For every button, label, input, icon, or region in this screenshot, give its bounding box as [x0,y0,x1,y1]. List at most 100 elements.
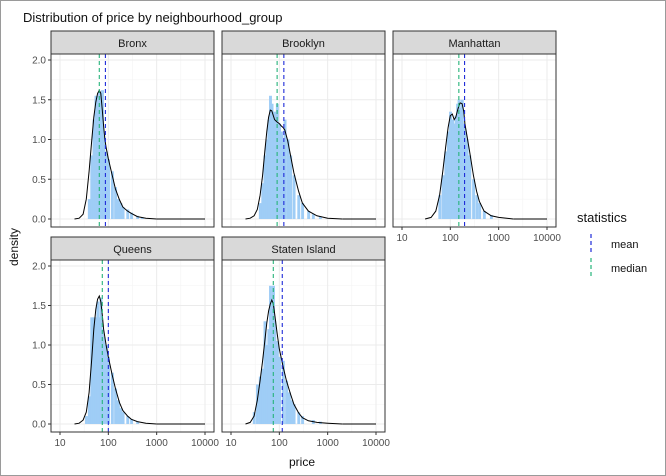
histogram-bar [280,131,283,219]
histogram-bar [265,139,269,219]
histogram-bar [92,119,96,219]
y-tick-label: 2.0 [32,262,46,273]
histogram-bar [119,408,123,424]
histogram-bar [94,95,98,219]
histogram-bar [273,111,277,219]
legend-label-median: median [611,263,647,275]
strip-label-manhattan: Manhattan [449,38,501,50]
histogram-bar [98,317,101,424]
histogram-bar [472,179,476,219]
histogram-bar [119,203,123,219]
histogram-bar [121,207,125,219]
histogram-bar [297,195,301,219]
histogram-bar [126,416,130,424]
histogram-bar [258,376,262,424]
histogram-bar [275,341,279,424]
strip-label-queens: Queens [113,244,152,256]
histogram-bar [289,155,293,219]
histogram-bar [292,404,296,424]
x-tick-label: 10000 [362,438,390,449]
histogram-bar [278,123,281,219]
histogram-bar [126,209,130,219]
histogram-bar [130,419,134,424]
histogram-bar [297,412,301,424]
histogram-bar [475,195,479,219]
histogram-bar [94,317,98,424]
histogram-bar [87,199,91,219]
panel-border-staten-island [221,259,386,433]
histogram-bar [452,123,456,219]
chart-title: Distribution of price by neighbourhood_g… [23,10,282,25]
facet-brooklyn: Brooklyn [221,30,386,228]
density-curve [245,298,343,425]
panel-border-brooklyn [221,53,386,228]
histogram-bar [261,183,265,219]
y-tick-label: 0.0 [32,215,46,226]
strip-label-brooklyn: Brooklyn [282,38,325,50]
y-tick-label: 0.5 [32,175,46,186]
x-tick-label: 1000 [488,233,511,244]
histogram-bar [465,139,469,219]
facet-staten-island: Staten Island 10 100 1000 10000 [221,236,390,449]
strip-label-bronx: Bronx [118,38,147,50]
histogram-bar [107,159,110,219]
histogram-bar [116,199,120,219]
histogram-bar [121,412,125,424]
histogram-bar [256,384,259,424]
histogram-bar [116,400,120,424]
histogram-bar [468,155,472,219]
histogram-bar [114,187,118,219]
histogram-bar [90,317,94,424]
histogram-bar [267,119,271,219]
histogram-bar [287,392,291,424]
y-tick-label: 1.0 [32,341,46,352]
histogram-bar [454,115,458,219]
legend: statistics mean median [577,210,647,278]
histogram-bar [102,135,106,219]
histogram-bar [311,214,315,219]
histogram-bar [489,215,493,219]
histogram-bar [130,212,134,219]
y-tick-label: 2.0 [32,56,46,67]
histogram-bar [269,285,272,424]
x-tick-label: 10 [225,438,237,449]
y-tick-label: 1.5 [32,95,46,106]
histogram-bar [90,155,94,219]
histogram-bar [478,203,482,219]
histogram-bar [263,155,267,219]
histogram-bar [283,119,287,219]
panel-border-bronx [50,53,215,228]
histogram-bar [85,416,88,424]
strip-label-staten-island: Staten Island [271,244,335,256]
histogram-bar [278,356,281,424]
x-tick-label: 100 [100,438,117,449]
histogram-bar [441,175,445,219]
x-tick-label: 100 [442,233,459,244]
histogram-bar [110,372,114,424]
x-tick-label: 10 [54,438,66,449]
facet-manhattan: Manhattan 10 100 1000 10000 [392,30,561,244]
histogram-bar [307,211,311,219]
histogram-bar [87,396,91,424]
x-tick-label: 10000 [533,233,561,244]
histogram-bar [482,211,486,219]
histogram-bar [290,400,294,424]
histogram-bar [286,139,290,219]
histogram-bar [301,203,305,219]
x-tick-label: 10 [396,233,408,244]
histogram-bar [261,368,265,424]
histogram-bar [273,321,277,424]
panel-border-manhattan [392,53,557,228]
histogram-bar [460,99,464,219]
histogram-bar [449,111,452,219]
y-tick-label: 0.5 [32,380,46,391]
histogram-bar [269,95,272,219]
y-tick-label: 0.0 [32,420,46,431]
histogram-bar [140,217,144,219]
histogram-bar [451,119,454,219]
histogram-bar [258,203,262,219]
histogram-bar [102,337,106,424]
x-tick-label: 100 [271,438,288,449]
histogram-bar [107,356,110,424]
